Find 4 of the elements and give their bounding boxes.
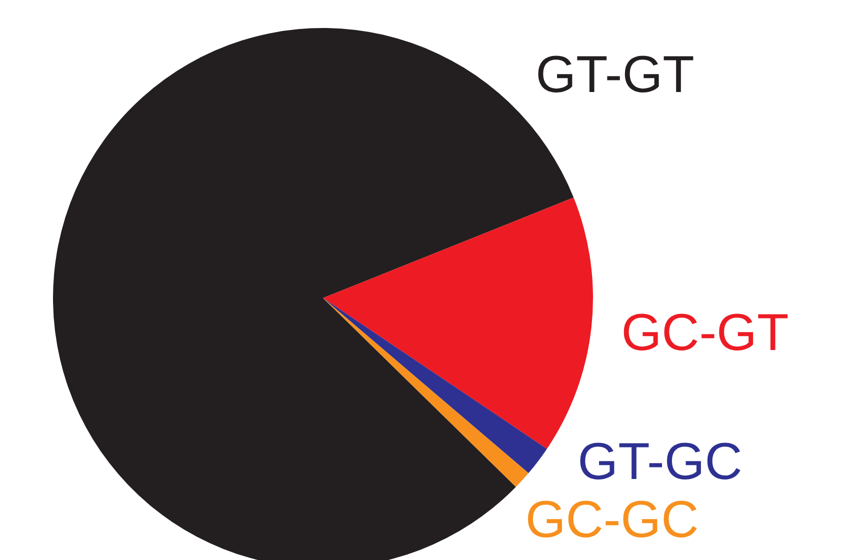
slice-label: GC-GC xyxy=(525,491,699,549)
slice-label: GT-GT xyxy=(536,46,694,104)
slice-label: GC-GT xyxy=(621,304,789,362)
slice-label: GT-GC xyxy=(578,433,742,491)
